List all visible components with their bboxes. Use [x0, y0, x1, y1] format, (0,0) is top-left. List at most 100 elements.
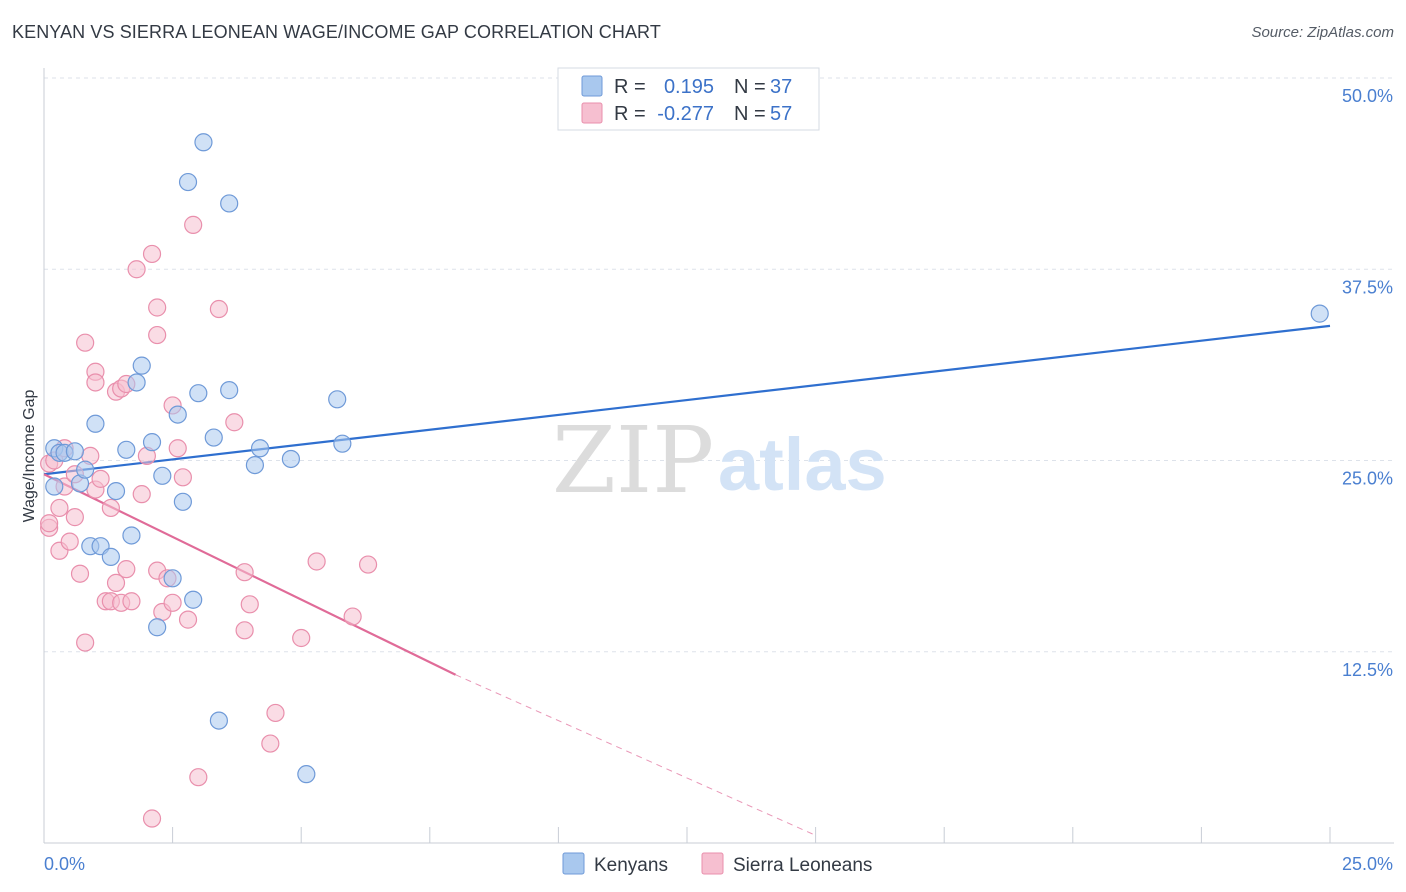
watermark-zip: ZIP: [552, 407, 714, 514]
legend-n-label-sierra-leoneans: N =: [734, 103, 766, 125]
sierra-leonean-point: [142, 244, 162, 264]
bottom-legend-label-kenyans: Kenyans: [594, 855, 668, 876]
sierra-leonean-point: [235, 563, 254, 582]
kenyan-point: [86, 414, 105, 433]
top-legend: R = 0.195 N = 37 R = -0.277 N = 57: [557, 67, 820, 131]
kenyan-point: [281, 449, 301, 469]
axis-layer: [43, 68, 1394, 844]
kenyan-point: [163, 569, 182, 588]
kenyan-point: [127, 373, 146, 392]
sierra-leonean-point: [163, 593, 182, 612]
kenyan-point: [122, 526, 141, 545]
kenyan-point: [101, 547, 120, 566]
kenyan-point: [178, 172, 198, 192]
sierra-leonean-point: [225, 413, 244, 432]
y-tick-label: 25.0%: [1342, 469, 1393, 489]
sierra-leonean-point: [148, 298, 167, 317]
kenyan-point: [297, 765, 316, 784]
kenyan-point: [194, 133, 213, 152]
sierra-leonean-point: [292, 628, 311, 648]
sierra-leonean-point: [65, 508, 84, 527]
sierra-leonean-point: [189, 768, 208, 787]
sierra-leonean-point: [173, 468, 192, 487]
sierra-leonean-point: [148, 325, 167, 345]
sierra-leonean-point: [358, 555, 378, 574]
legend-r-label-sierra-leoneans: R =: [614, 103, 646, 125]
sierra-leonean-point: [76, 633, 95, 652]
sierra-leonean-point: [50, 498, 69, 518]
kenyan-point: [184, 590, 203, 609]
sierra-leonean-point: [178, 610, 198, 629]
kenyan-point: [148, 618, 167, 637]
kenyan-point: [209, 711, 228, 730]
legend-n-label-kenyans: N =: [734, 76, 766, 98]
kenyan-point: [132, 356, 151, 375]
legend-swatch-sierra-leoneans: [581, 102, 603, 124]
bottom-legend: Kenyans Sierra Leoneans: [562, 852, 872, 876]
y-tick-label: 50.0%: [1342, 86, 1393, 106]
sierra-leonean-point: [101, 498, 120, 518]
sierra-leonean-point: [127, 260, 146, 279]
sierra-leonean-point: [235, 621, 254, 640]
sierra-leonean-point: [60, 532, 79, 551]
sierra-leonean-point: [261, 734, 280, 753]
sierra-leonean-point: [209, 299, 228, 319]
sierra-leonean-trend-extension: [455, 674, 816, 836]
kenyan-point: [333, 434, 352, 453]
watermark: ZIP atlas: [552, 407, 887, 514]
kenyan-point: [204, 428, 223, 447]
sierra-leonean-point: [70, 564, 90, 583]
kenyan-point: [142, 433, 162, 452]
legend-n-value-kenyans: 37: [770, 76, 792, 98]
sierra-leonean-point: [142, 809, 162, 828]
legend-swatch-kenyans: [581, 75, 603, 97]
kenyan-point: [250, 439, 270, 458]
kenyan-point: [106, 482, 126, 501]
bottom-legend-swatch-kenyans: [562, 852, 585, 875]
x-tick-label-min: 0.0%: [44, 854, 85, 874]
bottom-legend-swatch-sierra-leoneans: [701, 852, 724, 875]
y-tick-label: 37.5%: [1342, 277, 1393, 297]
source-label: Source: ZipAtlas.com: [1251, 24, 1394, 41]
kenyan-point: [220, 381, 239, 400]
kenyan-point: [220, 194, 239, 213]
kenyan-point: [168, 405, 187, 424]
sierra-leonean-point: [117, 560, 136, 579]
sierra-leonean-point: [132, 485, 151, 504]
kenyan-point: [45, 477, 64, 496]
x-tick-label-max: 25.0%: [1342, 854, 1393, 874]
sierra-leonean-point: [168, 439, 187, 458]
sierra-leonean-point: [40, 514, 59, 533]
kenyan-point: [173, 492, 192, 511]
kenyan-point: [76, 460, 95, 479]
point-layer: [40, 133, 1329, 828]
legend-r-label-kenyans: R =: [614, 76, 646, 98]
sierra-leonean-point: [266, 703, 285, 723]
sierra-leonean-point: [76, 333, 95, 352]
sierra-leonean-point: [307, 552, 326, 571]
sierra-leonean-point: [91, 469, 110, 488]
bottom-legend-label-sierra-leoneans: Sierra Leoneans: [733, 855, 872, 876]
kenyan-point: [153, 466, 172, 485]
sierra-leonean-point: [343, 607, 362, 626]
kenyan-point: [65, 442, 84, 461]
legend-r-value-sierra-leoneans: -0.277: [657, 103, 714, 125]
sierra-leonean-point: [86, 373, 105, 392]
sierra-leonean-point: [240, 595, 259, 614]
tick-labels: 12.5% 25.0% 37.5% 50.0% 0.0% 25.0%: [44, 86, 1393, 874]
sierra-leonean-point: [184, 215, 203, 234]
kenyan-point: [1310, 304, 1329, 323]
legend-n-value-sierra-leoneans: 57: [770, 103, 792, 125]
legend-r-value-kenyans: 0.195: [664, 76, 714, 98]
chart-title: KENYAN VS SIERRA LEONEAN WAGE/INCOME GAP…: [12, 22, 661, 42]
sierra-leonean-point: [106, 573, 126, 593]
sierra-leonean-point: [122, 592, 141, 611]
kenyan-point: [245, 455, 265, 475]
y-tick-label: 12.5%: [1342, 660, 1393, 680]
kenyan-point: [117, 440, 136, 459]
trend-layer: [43, 324, 1331, 836]
watermark-atlas: atlas: [718, 423, 887, 506]
kenyan-point: [328, 390, 347, 409]
y-axis-title: Wage/Income Gap: [21, 390, 38, 523]
